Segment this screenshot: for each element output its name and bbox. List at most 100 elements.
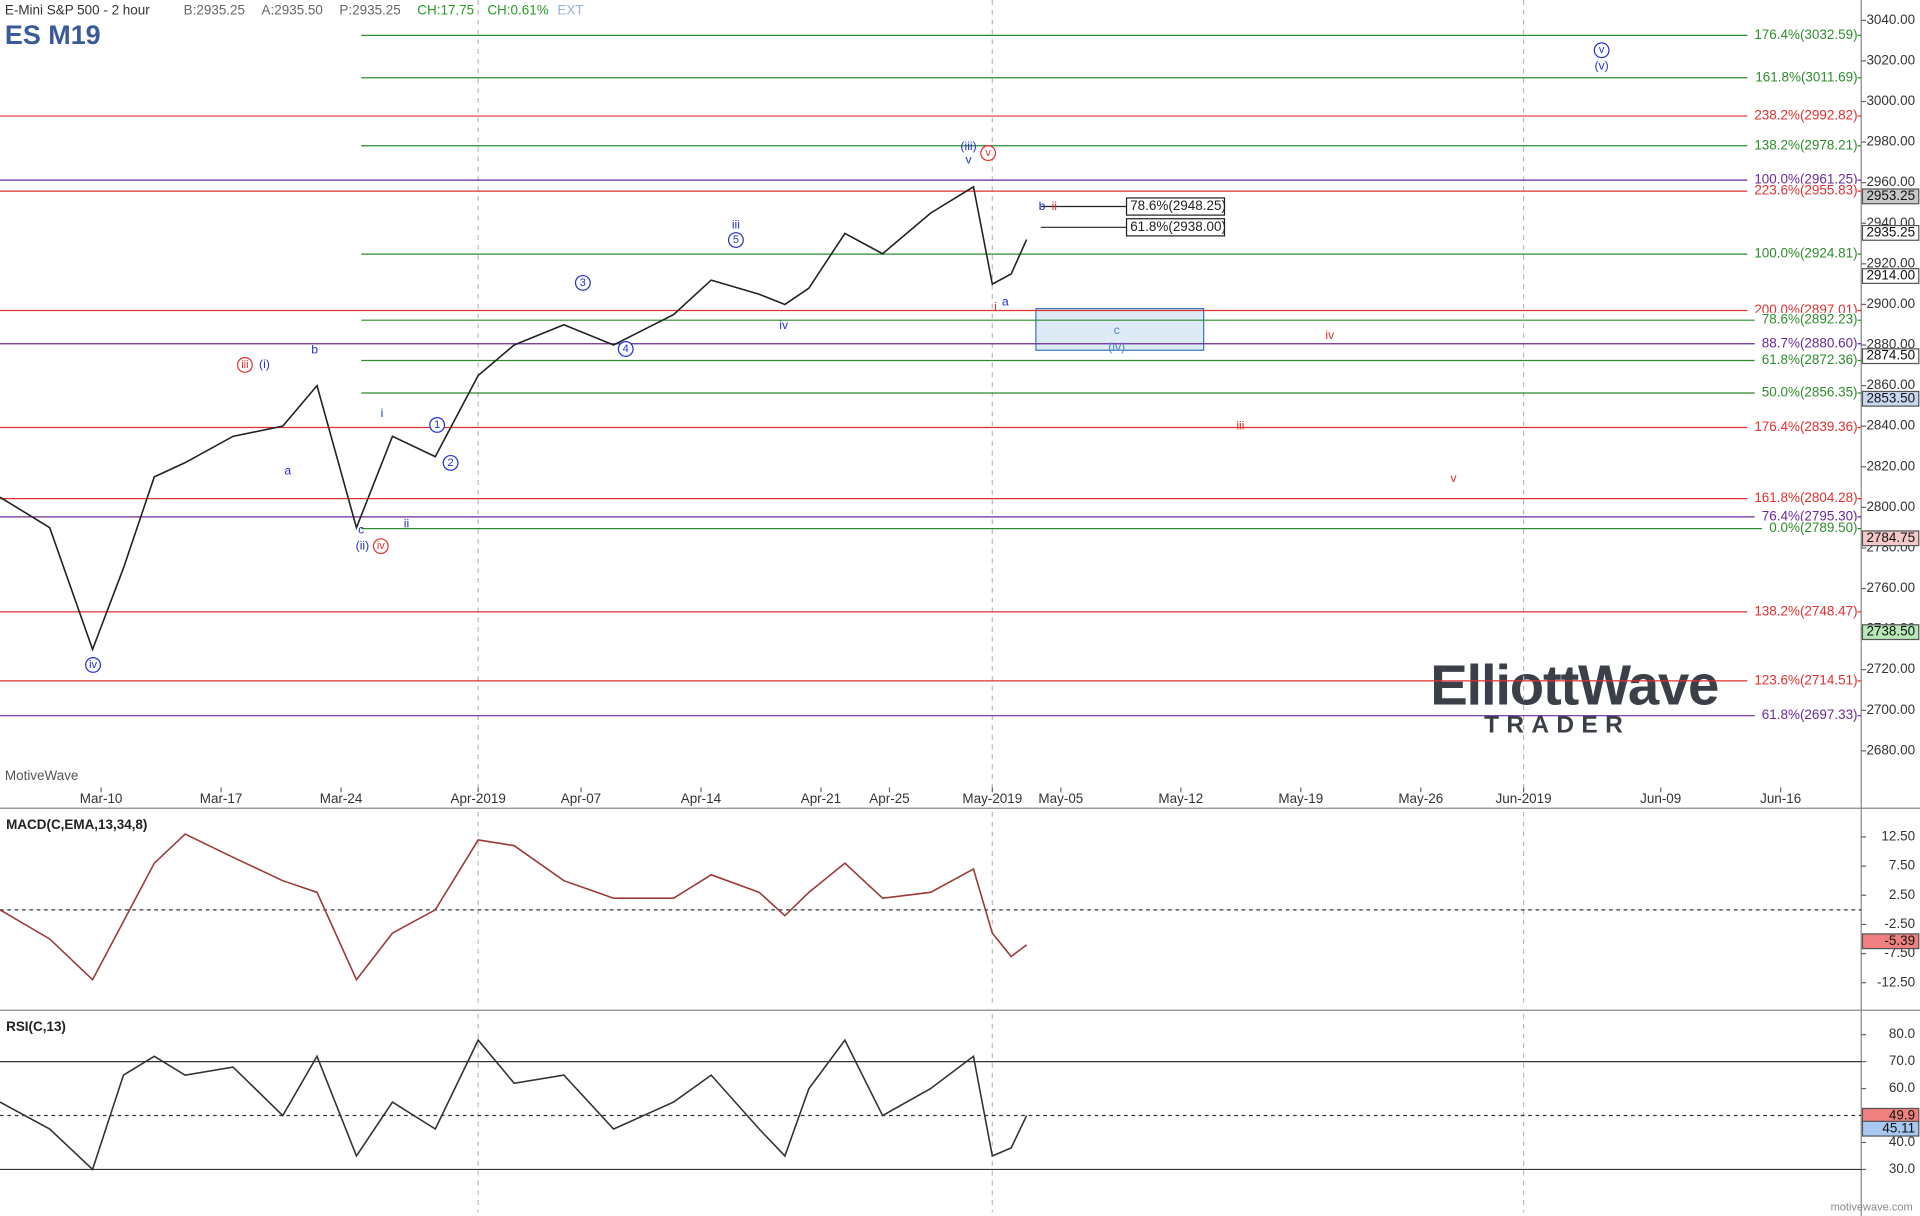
quote: EXT — [557, 3, 583, 18]
price-tag — [1861, 624, 1920, 641]
y-tick-label: 2960.00 — [1866, 174, 1915, 189]
wave-label: v — [985, 147, 991, 159]
wave-label: 1 — [434, 419, 440, 431]
wave-circle — [442, 454, 459, 471]
fib-label-bg — [1747, 108, 1858, 124]
wave-circle — [429, 416, 446, 433]
fib-label-bg — [1754, 353, 1858, 368]
fib-label: 100.0%(2924.81) — [1754, 246, 1857, 261]
y-tick-label: 2800.00 — [1866, 499, 1915, 514]
x-tick-label: Jun-09 — [1640, 791, 1681, 806]
fib-label-bg — [1754, 385, 1858, 401]
price-tag — [1861, 268, 1920, 284]
fib-label-bg — [1747, 28, 1858, 43]
x-tick-label: May-2019 — [962, 791, 1022, 806]
fib-label: 0.0%(2789.50) — [1769, 520, 1857, 535]
price-line — [0, 1038, 1028, 1171]
wave-label: ii — [404, 516, 409, 530]
y-tick-label: 3000.00 — [1866, 93, 1915, 108]
y-tick-label: 2820.00 — [1866, 458, 1915, 473]
y-tick-label: 2840.00 — [1866, 418, 1915, 433]
wave-label: iv — [779, 318, 789, 332]
fib-label-bg — [1747, 491, 1858, 507]
wave-label: v — [1599, 44, 1605, 56]
fib-label: 61.8%(2872.36) — [1762, 352, 1858, 367]
fib-label: 138.2%(2748.47) — [1754, 603, 1857, 618]
fib-label: 238.2%(2992.82) — [1754, 108, 1857, 123]
price-line — [0, 185, 1028, 652]
x-tick-label: Apr-14 — [681, 791, 722, 806]
y-tick-label: 2900.00 — [1866, 296, 1915, 311]
y-tick-label: 2880.00 — [1866, 337, 1915, 352]
price-tag-label: 2953.25 — [1866, 188, 1915, 203]
y-tick-label: -12.50 — [1877, 974, 1915, 989]
wave-circle — [85, 656, 102, 673]
fib-label: 176.4%(3032.59) — [1754, 27, 1857, 42]
x-tick-label: May-12 — [1158, 791, 1203, 806]
wave-label: (v) — [1594, 58, 1608, 72]
quote: CH:17.75 — [417, 3, 474, 18]
wave-circle — [574, 274, 591, 291]
fib-label-bg — [1747, 420, 1858, 435]
y-tick-label: 40.0 — [1889, 1134, 1915, 1149]
fib-label-bg — [1747, 70, 1858, 86]
x-tick-label: May-19 — [1278, 791, 1323, 806]
price-tag — [1861, 1120, 1920, 1137]
wave-label: iii — [1236, 418, 1244, 432]
y-tick-label: 30.0 — [1889, 1161, 1915, 1176]
fib-label-bg — [1747, 138, 1858, 154]
wave-label: (i) — [259, 357, 270, 371]
fib-label: 138.2%(2978.21) — [1754, 137, 1857, 152]
wave-label: iii — [241, 359, 248, 371]
fib-label: 61.8%(2697.33) — [1762, 707, 1858, 722]
fib-label: 161.8%(3011.69) — [1755, 69, 1857, 84]
wave-circle — [617, 341, 634, 357]
wave-label: (ii) — [356, 538, 370, 552]
price-tag-label: 2738.50 — [1866, 624, 1915, 639]
price-tag — [1861, 224, 1920, 241]
fib-label: 100.0%(2961.25) — [1754, 172, 1857, 187]
retracement-label: 61.8%(2938.00) — [1130, 219, 1226, 234]
y-tick-label: 7.50 — [1889, 858, 1915, 873]
wave-label: 2 — [448, 457, 454, 469]
panel-title: MACD(C,EMA,13,34,8) — [6, 817, 147, 832]
retracement-box — [1125, 197, 1226, 216]
fib-label-bg — [1754, 312, 1858, 328]
x-tick-label: Apr-2019 — [450, 791, 505, 806]
y-tick-label: 2760.00 — [1866, 580, 1915, 595]
y-tick-label: 2920.00 — [1866, 255, 1915, 270]
price-tag-label: 2874.50 — [1866, 348, 1915, 363]
wave-label: iv — [1325, 328, 1335, 342]
price-tag — [1861, 933, 1920, 950]
y-tick-label: 80.0 — [1889, 1026, 1915, 1041]
fib-label-bg — [1747, 183, 1858, 199]
y-tick-label: 2.50 — [1889, 887, 1915, 902]
price-tag-label: 2784.75 — [1866, 530, 1915, 545]
watermark: MotiveWave — [5, 768, 79, 783]
wave-label: v — [966, 153, 973, 167]
y-tick-label: -2.50 — [1884, 916, 1915, 931]
x-tick-label: Mar-17 — [200, 791, 243, 806]
wave-label: (iii) — [960, 139, 976, 153]
panel-title: RSI(C,13) — [6, 1019, 66, 1034]
x-tick-label: Mar-24 — [320, 791, 363, 806]
fib-label: 76.4%(2795.30) — [1762, 508, 1858, 523]
x-tick-label: Apr-07 — [561, 791, 601, 806]
logo: ElliottWave — [1430, 653, 1718, 716]
fib-label: 223.6%(2955.83) — [1754, 183, 1857, 198]
price-tag — [1861, 530, 1920, 547]
wave-label: ii — [1052, 199, 1057, 213]
retracement-label: 78.6%(2948.25) — [1130, 198, 1226, 213]
symbol: ES M19 — [5, 20, 101, 50]
fib-label: 78.6%(2892.23) — [1762, 312, 1858, 327]
quote: CH:0.61% — [487, 3, 548, 18]
price-tag-label: 2853.50 — [1866, 390, 1915, 405]
x-tick-label: Jun-16 — [1760, 791, 1801, 806]
wave-label: a — [1002, 295, 1009, 309]
wave-label: 5 — [733, 234, 739, 246]
wave-circle — [980, 145, 997, 162]
x-tick-label: May-05 — [1038, 791, 1083, 806]
x-tick-label: May-26 — [1398, 791, 1443, 806]
price-tag-label: 2935.25 — [1866, 224, 1915, 239]
